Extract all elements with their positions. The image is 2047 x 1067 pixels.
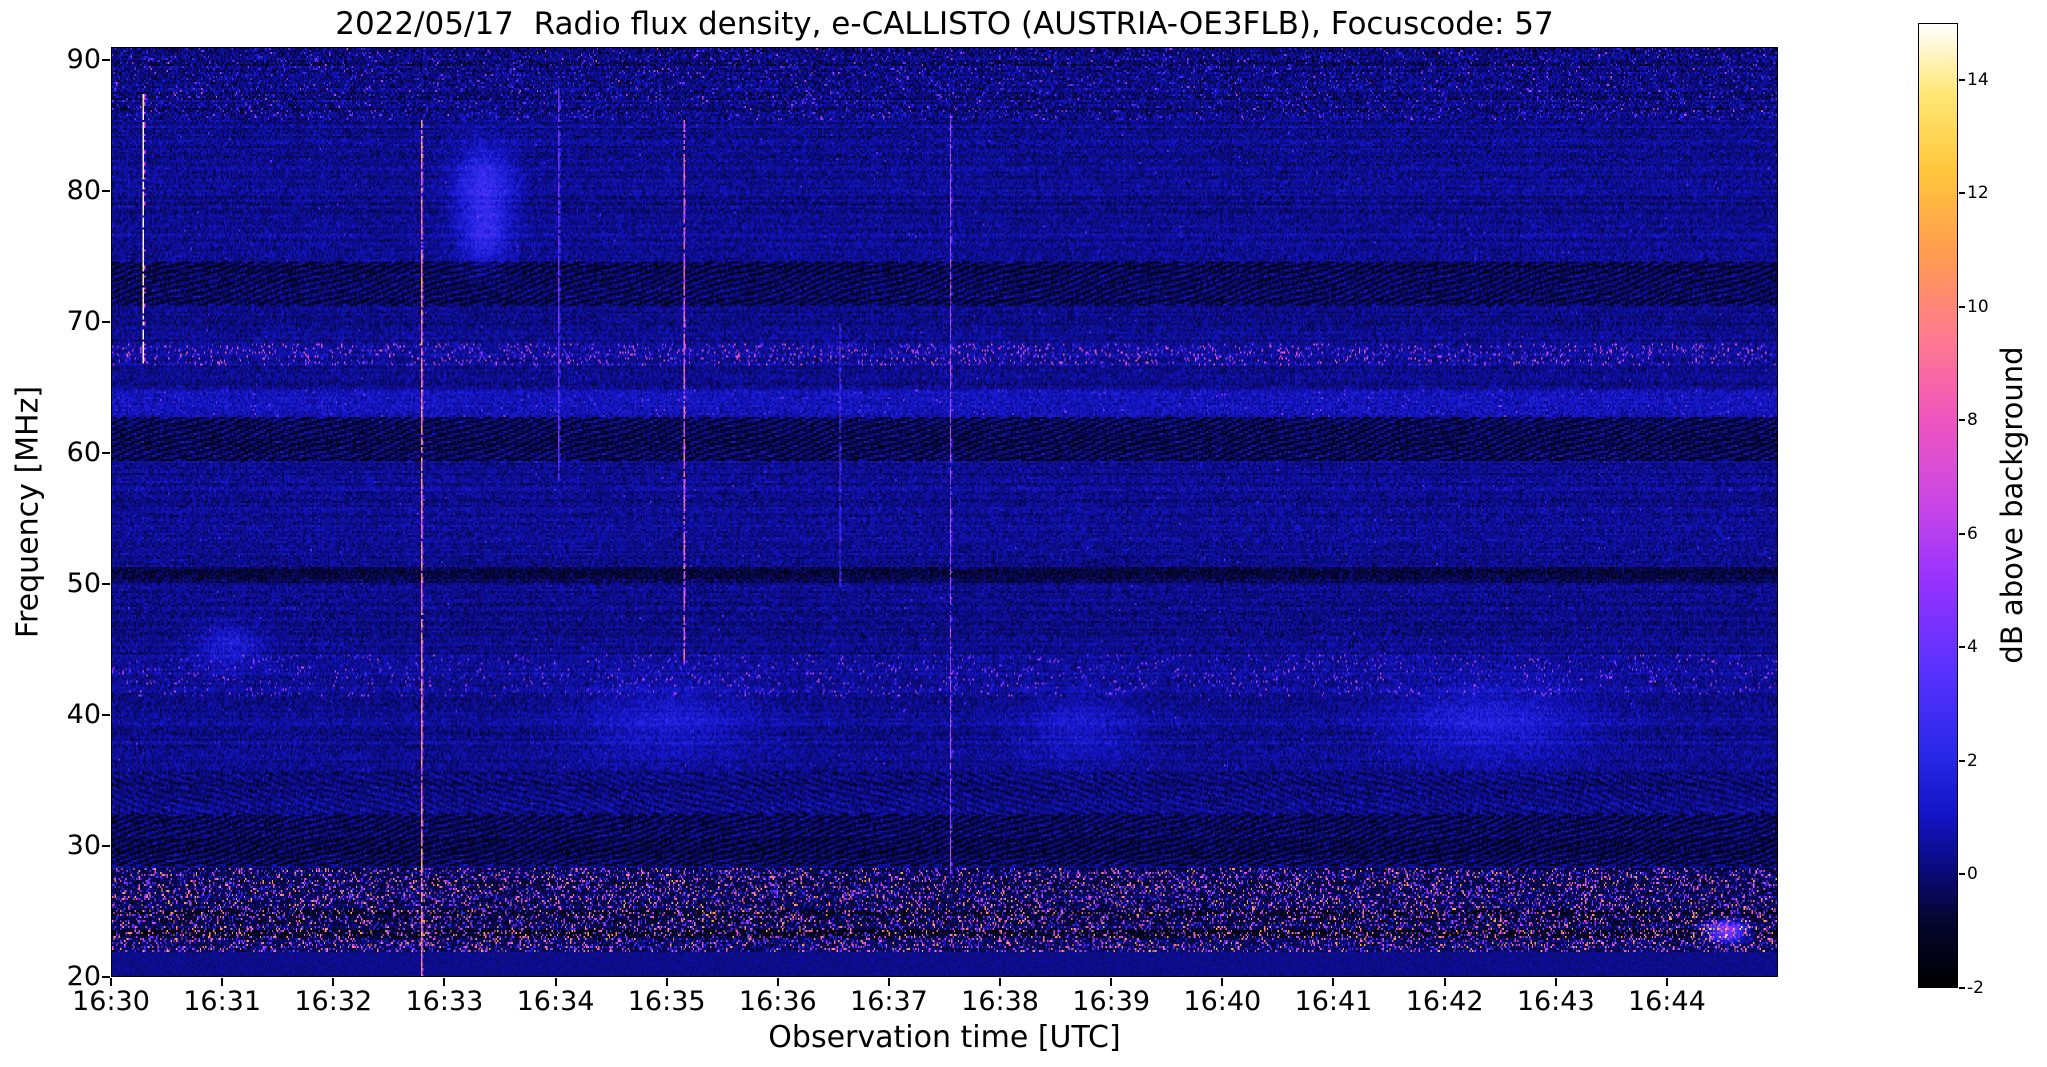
colorbar-tick-label: 8 (1967, 410, 1978, 431)
x-tick-label: 16:42 (1405, 986, 1484, 1017)
y-tick-label: 70 (66, 306, 101, 338)
spectrogram-image (112, 48, 1777, 976)
x-tick-mark (1110, 978, 1113, 986)
colorbar-tick-label: 4 (1967, 637, 1978, 658)
colorbar-tick-label: -2 (1967, 978, 1984, 998)
x-tick-mark (554, 978, 557, 986)
x-tick-label: 16:30 (72, 986, 150, 1017)
x-tick-mark (110, 978, 112, 986)
x-tick-mark (1554, 978, 1557, 986)
y-tick-label: 30 (66, 830, 101, 861)
colorbar-tick-mark (1959, 532, 1965, 535)
x-tick-label: 16:32 (294, 986, 373, 1017)
x-tick-mark (1665, 978, 1668, 986)
colorbar-tick-mark (1959, 78, 1965, 81)
x-tick-label: 16:31 (183, 986, 262, 1017)
colorbar-tick-mark (1959, 192, 1965, 195)
x-tick-mark (887, 978, 890, 986)
x-tick-label: 16:37 (850, 986, 928, 1017)
y-tick-mark (102, 714, 110, 717)
y-tick-label: 20 (66, 961, 101, 992)
colorbar-tick-label: 6 (1967, 523, 1978, 544)
x-tick-label: 16:36 (738, 986, 817, 1017)
x-tick-mark (332, 978, 335, 986)
y-tick-mark (102, 321, 110, 324)
x-tick-label: 16:33 (405, 986, 484, 1017)
colorbar-tick-mark (1959, 305, 1965, 308)
x-tick-mark (1332, 978, 1335, 986)
x-tick-label: 16:35 (627, 986, 706, 1017)
x-tick-mark (443, 978, 446, 986)
x-tick-mark (999, 978, 1002, 986)
colorbar-tick-label: 0 (1967, 864, 1978, 885)
y-tick-mark (102, 452, 110, 455)
colorbar-tick-mark (1959, 987, 1965, 989)
y-tick-label: 90 (66, 44, 101, 76)
y-tick-mark (102, 976, 110, 978)
x-tick-mark (776, 978, 779, 986)
x-tick-label: 16:34 (516, 986, 595, 1017)
colorbar-tick-label: 2 (1967, 750, 1978, 771)
colorbar-tick-mark (1959, 873, 1965, 876)
x-axis-label: Observation time [UTC] (768, 1020, 1121, 1055)
y-tick-mark (102, 845, 110, 847)
colorbar-tick-mark (1959, 646, 1965, 649)
x-tick-mark (665, 978, 668, 986)
y-tick-label: 40 (66, 699, 101, 731)
colorbar-tick-label: 12 (1967, 183, 1989, 204)
colorbar-label: dB above background (1995, 346, 2029, 664)
colorbar (1918, 23, 1958, 988)
x-tick-label: 16:43 (1516, 986, 1595, 1017)
x-tick-label: 16:39 (1072, 986, 1151, 1017)
y-tick-mark (102, 59, 110, 62)
x-tick-mark (1443, 978, 1446, 986)
y-tick-mark (102, 583, 110, 586)
x-tick-label: 16:40 (1183, 986, 1262, 1017)
colorbar-tick-label: 10 (1967, 296, 1989, 317)
y-tick-label: 80 (66, 175, 101, 207)
y-tick-label: 50 (66, 568, 101, 600)
x-tick-label: 16:38 (961, 986, 1039, 1017)
x-tick-mark (1221, 978, 1224, 986)
x-tick-mark (221, 978, 224, 986)
x-tick-label: 16:44 (1627, 986, 1706, 1017)
colorbar-tick-mark (1959, 759, 1965, 762)
plot-area (111, 47, 1778, 977)
y-tick-label: 60 (66, 437, 101, 469)
x-tick-label: 16:41 (1294, 986, 1373, 1017)
chart-title: 2022/05/17 Radio flux density, e-CALLIST… (335, 6, 1554, 42)
y-tick-mark (102, 190, 110, 193)
colorbar-tick-mark (1959, 419, 1965, 422)
colorbar-tick-label: 14 (1967, 69, 1989, 90)
